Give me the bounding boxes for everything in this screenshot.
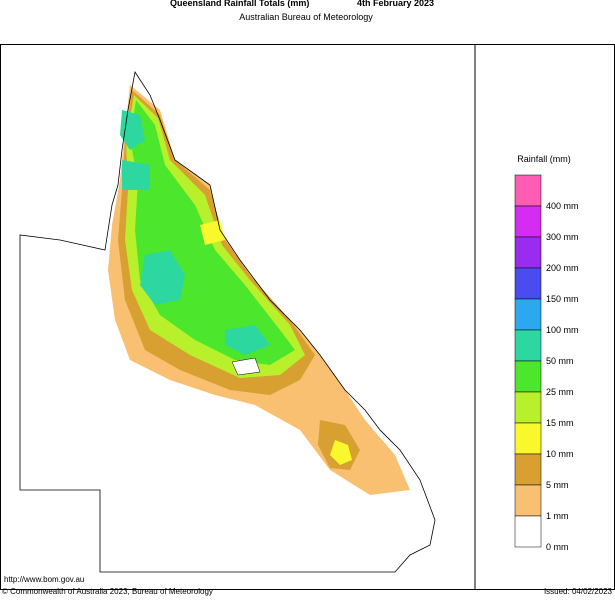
- legend-label: 15 mm: [546, 418, 574, 428]
- rain-10mm-south: [330, 440, 352, 465]
- rainfall-map: [19, 70, 436, 573]
- coastline: [19, 70, 436, 573]
- legend-swatch: [514, 174, 542, 207]
- title: Queensland Rainfall Totals (mm): [170, 0, 309, 8]
- legend: 400 mm 300 mm 200 mm 150 mm 100 mm 50 mm 25 mm…: [514, 174, 579, 552]
- legend-swatch: [514, 298, 542, 331]
- legend-label: 10 mm: [546, 449, 574, 459]
- rain-50mm-east: [225, 325, 270, 355]
- rain-10mm: [200, 220, 225, 245]
- legend-label: 5 mm: [546, 480, 569, 490]
- legend-label: 1 mm: [546, 511, 569, 521]
- legend-swatch: [514, 484, 542, 517]
- legend-swatch: [514, 391, 542, 424]
- rain-50mm-west: [122, 160, 150, 190]
- legend-swatch: [514, 360, 542, 393]
- legend-swatch: [514, 515, 542, 548]
- legend-label: 100 mm: [546, 325, 579, 335]
- legend-swatch: [514, 236, 542, 269]
- legend-swatch: [514, 422, 542, 455]
- issued: Issued: 04/02/2023: [544, 587, 613, 596]
- legend-label: 25 mm: [546, 387, 574, 397]
- date: 4th February 2023: [357, 0, 434, 8]
- legend-swatch: [514, 329, 542, 362]
- legend-label: 50 mm: [546, 356, 574, 366]
- legend-title: Rainfall (mm): [517, 154, 571, 164]
- legend-swatch: [514, 453, 542, 486]
- legend-label: 150 mm: [546, 294, 579, 304]
- legend-swatch: [514, 205, 542, 238]
- legend-label: 200 mm: [546, 263, 579, 273]
- dry-patch: [231, 357, 261, 376]
- copyright: © Commonwealth of Australia 2023, Bureau…: [2, 587, 213, 596]
- subtitle: Australian Bureau of Meteorology: [239, 12, 373, 22]
- legend-label: 0 mm: [546, 542, 569, 552]
- rain-50mm-central: [140, 250, 185, 305]
- legend-swatch: [514, 267, 542, 300]
- legend-label: 300 mm: [546, 232, 579, 242]
- url: http://www.bom.gov.au: [4, 575, 84, 584]
- legend-label: 400 mm: [546, 201, 579, 211]
